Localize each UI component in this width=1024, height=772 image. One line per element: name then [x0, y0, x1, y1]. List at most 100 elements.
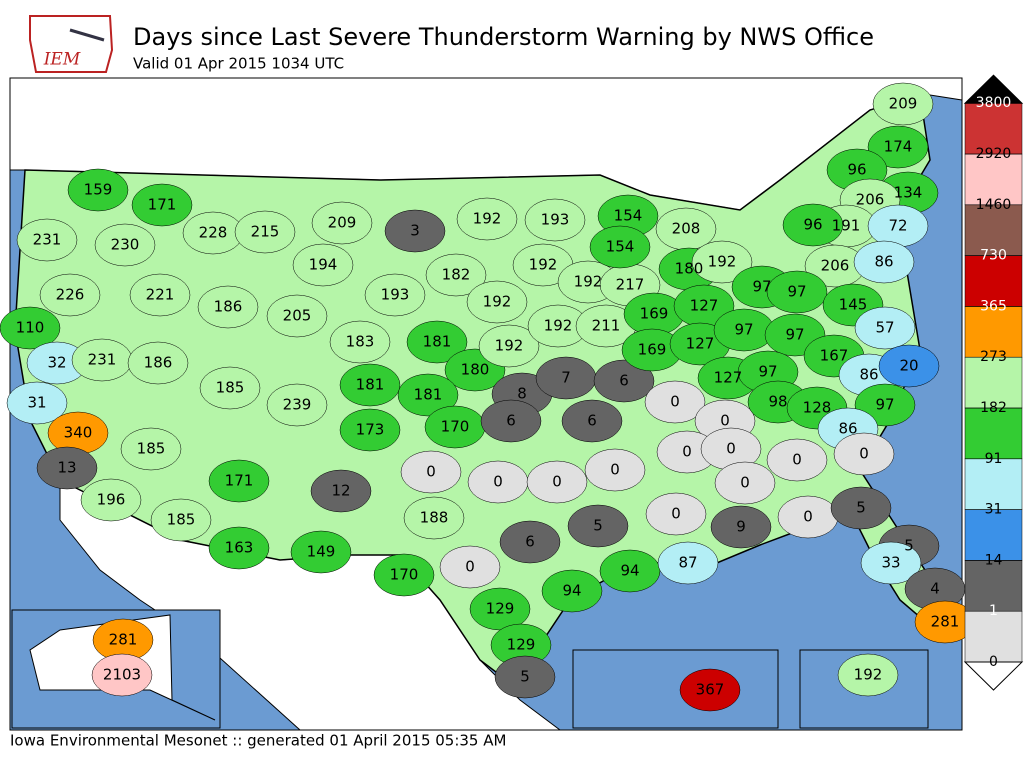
days-label: 208: [672, 220, 701, 238]
days-label: 163: [225, 539, 254, 557]
warning-region: [234, 210, 296, 254]
warning-region: [456, 197, 518, 241]
days-label: 180: [675, 260, 704, 278]
days-label: 226: [56, 286, 85, 304]
days-label: 185: [167, 511, 196, 529]
days-label: 12: [331, 482, 350, 500]
days-label: 86: [838, 420, 857, 438]
warning-region: [39, 273, 101, 317]
days-label: 170: [441, 418, 470, 436]
days-label: 170: [390, 566, 419, 584]
colorbar-label: 2920: [976, 146, 1012, 162]
days-label: 181: [414, 386, 443, 404]
days-label: 13: [57, 459, 76, 477]
days-label: 87: [678, 554, 697, 572]
days-label: 230: [111, 236, 140, 254]
colorbar-label: 3800: [976, 95, 1012, 111]
warning-region: [584, 448, 646, 492]
warning-region: [710, 505, 772, 549]
days-label: 194: [309, 256, 338, 274]
days-label: 181: [423, 333, 452, 351]
days-label: 129: [486, 600, 515, 618]
days-label: 32: [47, 354, 66, 372]
warning-region: [867, 125, 929, 169]
days-label: 0: [682, 443, 692, 461]
warning-region: [878, 344, 940, 388]
warning-region: [679, 668, 741, 712]
days-label: 192: [529, 256, 558, 274]
days-label: 0: [610, 461, 620, 479]
days-label: 173: [356, 421, 385, 439]
days-label: 5: [904, 537, 914, 555]
warning-region: [526, 460, 588, 504]
days-label: 181: [356, 376, 385, 394]
footer: Iowa Environmental Mesonet :: generated …: [10, 732, 506, 750]
days-label: 182: [442, 266, 471, 284]
warning-region: [567, 504, 629, 548]
days-label: 2103: [103, 666, 141, 684]
days-label: 0: [792, 451, 802, 469]
days-label: 0: [726, 440, 736, 458]
title: Days since Last Severe Thunderstorm Warn…: [133, 23, 874, 51]
warning-region: [266, 383, 328, 427]
warning-region: [766, 270, 828, 314]
days-label: 8: [517, 385, 527, 403]
days-label: 127: [686, 335, 715, 353]
warning-region: [499, 520, 561, 564]
warning-region: [36, 446, 98, 490]
days-label: 281: [931, 613, 960, 631]
warning-region: [208, 459, 270, 503]
warning-region: [400, 450, 462, 494]
days-label: 231: [88, 351, 117, 369]
warning-region: [830, 486, 892, 530]
days-label: 31: [27, 394, 46, 412]
warning-region: [589, 225, 651, 269]
days-label: 72: [888, 217, 907, 235]
days-label: 6: [619, 372, 629, 390]
days-label: 128: [803, 399, 832, 417]
warning-region: [290, 530, 352, 574]
warning-region: [127, 341, 189, 385]
colorbar-segment: [964, 306, 1023, 358]
warning-region: [131, 183, 193, 227]
days-label: 20: [899, 357, 918, 375]
days-label: 86: [859, 366, 878, 384]
days-label: 167: [820, 347, 849, 365]
warning-region: [466, 280, 528, 324]
days-label: 5: [856, 499, 866, 517]
days-label: 211: [592, 317, 621, 335]
days-label: 149: [307, 543, 336, 561]
days-label: 4: [930, 580, 940, 598]
warning-region: [197, 285, 259, 329]
days-label: 94: [562, 582, 581, 600]
warning-region: [561, 399, 623, 443]
colorbar: 0 1 14 31 91 182 273 365 730 1460 2920 3800: [963, 74, 1024, 691]
days-label: 206: [821, 257, 850, 275]
days-label: 97: [734, 321, 753, 339]
days-label: 6: [506, 412, 516, 430]
days-label: 0: [465, 558, 475, 576]
colorbar-segment: [964, 509, 1023, 561]
colorbar-segment: [964, 610, 1023, 663]
warning-region: [524, 198, 586, 242]
days-label: 169: [640, 305, 669, 323]
logo: IEM: [29, 15, 114, 73]
days-label: 110: [16, 319, 45, 337]
warning-region: [860, 541, 922, 585]
subtitle: Valid 01 Apr 2015 1034 UTC: [133, 55, 344, 73]
days-label: 97: [875, 396, 894, 414]
days-label: 205: [283, 307, 312, 325]
warning-region: [120, 427, 182, 471]
days-label: 188: [420, 509, 449, 527]
warning-region: [403, 496, 465, 540]
days-label: 193: [381, 286, 410, 304]
regions: [0, 82, 976, 712]
days-label: 183: [346, 333, 375, 351]
days-label: 171: [225, 472, 254, 490]
days-label: 174: [884, 138, 913, 156]
days-label: 97: [758, 363, 777, 381]
days-label: 127: [690, 297, 719, 315]
colorbar-label: 273: [980, 349, 1007, 365]
warning-region: [329, 320, 391, 364]
logo-icon: [69, 28, 105, 42]
